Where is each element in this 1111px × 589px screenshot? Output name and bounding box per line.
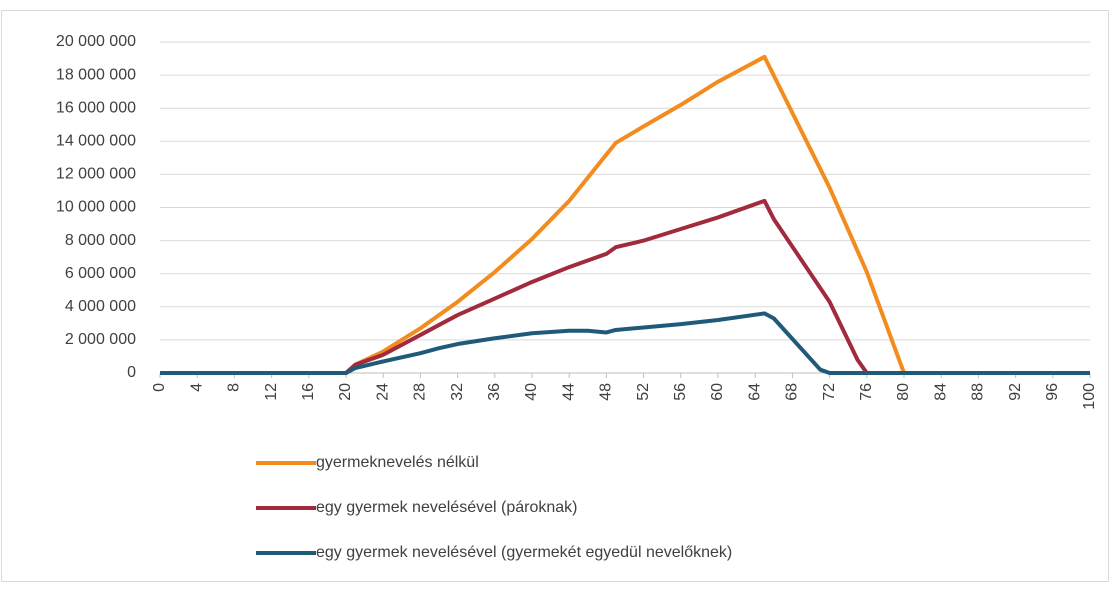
x-tick-label: 24: [374, 383, 391, 401]
y-tick-label: 8 000 000: [65, 232, 136, 249]
y-tick-label: 2 000 000: [65, 331, 136, 348]
x-tick-label: 12: [263, 383, 280, 401]
series-line: [160, 198, 1090, 375]
x-tick-label: 0: [151, 383, 168, 392]
y-tick-label: 14 000 000: [56, 133, 136, 150]
series-line: [160, 54, 1090, 375]
x-tick-label: 4: [188, 383, 205, 392]
series-line: [160, 311, 1090, 375]
x-tick-label: 20: [337, 383, 354, 401]
x-tick-label: 52: [635, 383, 652, 401]
x-tick-label: 96: [1044, 383, 1061, 401]
y-tick-label: 6 000 000: [65, 265, 136, 282]
x-tick-label: 44: [560, 383, 577, 401]
x-tick-label: 8: [226, 383, 243, 392]
x-tick-label: 40: [523, 383, 540, 401]
x-tick-label: 68: [784, 383, 801, 401]
x-tick-label: 76: [858, 383, 875, 401]
x-tick-label: 16: [300, 383, 317, 401]
x-tick-label: 32: [449, 383, 466, 401]
x-tick-label: 92: [1007, 383, 1024, 401]
x-tick-label: 80: [895, 383, 912, 401]
y-tick-label: 4 000 000: [65, 298, 136, 315]
x-tick-label: 100: [1081, 383, 1098, 410]
x-tick-label: 72: [821, 383, 838, 401]
y-tick-label: 16 000 000: [56, 99, 136, 116]
x-tick-label: 48: [598, 383, 615, 401]
chart-border: [1, 10, 1109, 582]
legend-label: gyermeknevelés nélkül: [316, 454, 479, 471]
x-tick-label: 28: [412, 383, 429, 401]
x-tick-label: 84: [932, 383, 949, 401]
legend-label: egy gyermek nevelésével (gyermekét egyed…: [316, 544, 732, 561]
x-tick-label: 36: [486, 383, 503, 401]
y-tick-label: 10 000 000: [56, 199, 136, 216]
y-tick-label: 20 000 000: [56, 33, 136, 50]
x-tick-label: 64: [746, 383, 763, 401]
legend-label: egy gyermek nevelésével (pároknak): [316, 499, 577, 516]
y-tick-label: 12 000 000: [56, 166, 136, 183]
x-tick-label: 60: [709, 383, 726, 401]
x-tick-label: 88: [970, 383, 987, 401]
y-tick-label: 0: [127, 364, 136, 381]
y-tick-label: 18 000 000: [56, 66, 136, 83]
x-tick-label: 56: [672, 383, 689, 401]
